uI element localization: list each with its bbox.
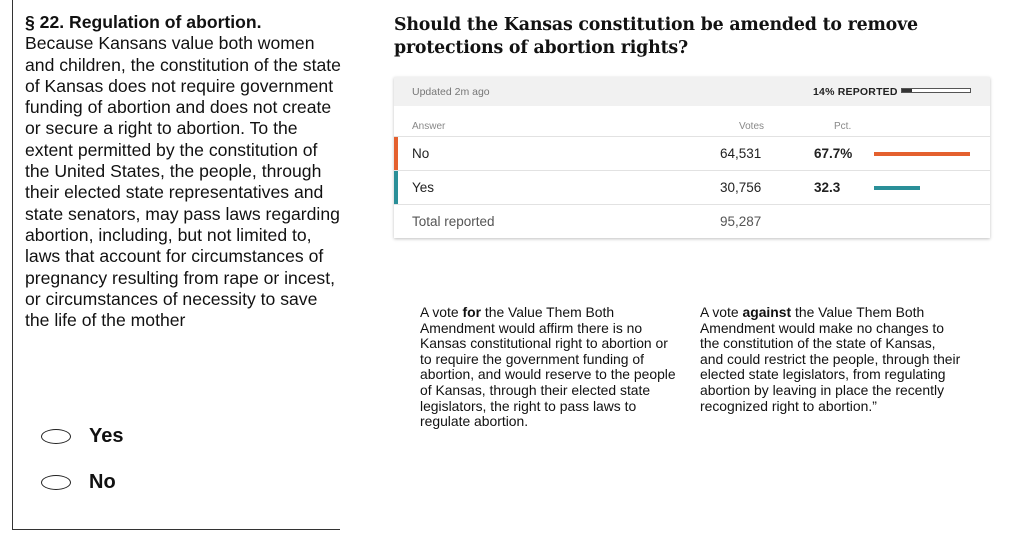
pct-cell: 32.3 — [814, 180, 841, 195]
reported-progress — [901, 88, 971, 93]
results-header-bar: Updated 2m ago 14% REPORTED — [394, 77, 990, 106]
total-label: Total reported — [412, 214, 495, 229]
answer-cell: No — [412, 146, 430, 161]
ballot-text: § 22. Regulation of abortion. Because Ka… — [25, 12, 345, 331]
updated-timestamp: Updated 2m ago — [412, 86, 490, 98]
row-color-stripe — [394, 137, 398, 171]
radio-no[interactable] — [41, 474, 71, 490]
explanation-vote-against: A vote against the Value Them Both Amend… — [700, 304, 962, 414]
results-table: Updated 2m ago 14% REPORTED Answer Votes… — [394, 77, 990, 238]
reported-progress-fill — [902, 89, 912, 92]
explanation-against-emphasis: against — [742, 304, 792, 320]
total-votes: 95,287 — [720, 214, 762, 229]
column-header-pct: Pct. — [834, 121, 852, 132]
radio-yes[interactable] — [41, 428, 71, 444]
result-row-no: No 64,531 67.7% — [394, 136, 990, 171]
row-color-stripe — [394, 171, 398, 205]
option-yes[interactable]: Yes — [41, 423, 123, 449]
answer-cell: Yes — [412, 180, 435, 195]
pct-bar — [874, 152, 970, 156]
option-yes-label: Yes — [89, 424, 124, 447]
pct-bar — [874, 186, 920, 190]
pct-cell: 67.7% — [814, 146, 853, 161]
ballot-heading: § 22. Regulation of abortion. — [25, 12, 262, 32]
explanation-against-text: the Value Them Both Amendment would make… — [700, 304, 961, 414]
column-header-votes: Votes — [739, 121, 765, 132]
votes-cell: 64,531 — [720, 146, 762, 161]
result-row-total: Total reported 95,287 — [394, 204, 990, 239]
reported-label: 14% REPORTED — [813, 86, 898, 98]
ballot-body: Because Kansans value both women and chi… — [25, 33, 341, 331]
votes-cell: 30,756 — [720, 180, 762, 195]
ballot-panel: § 22. Regulation of abortion. Because Ka… — [12, 0, 341, 530]
option-no[interactable]: No — [41, 469, 116, 495]
column-header-answer: Answer — [412, 121, 446, 132]
explanation-against-prefix: A vote — [700, 304, 743, 320]
explanation-for-text: the Value Them Both Amendment would affi… — [420, 304, 676, 430]
question-title: Should the Kansas constitution be amende… — [394, 15, 918, 58]
explanation-vote-for: A vote for the Value Them Both Amendment… — [420, 304, 682, 430]
option-no-label: No — [89, 470, 116, 493]
explanation-for-emphasis: for — [462, 304, 482, 320]
result-row-yes: Yes 30,756 32.3 — [394, 170, 990, 205]
explanation-for-prefix: A vote — [420, 304, 463, 320]
